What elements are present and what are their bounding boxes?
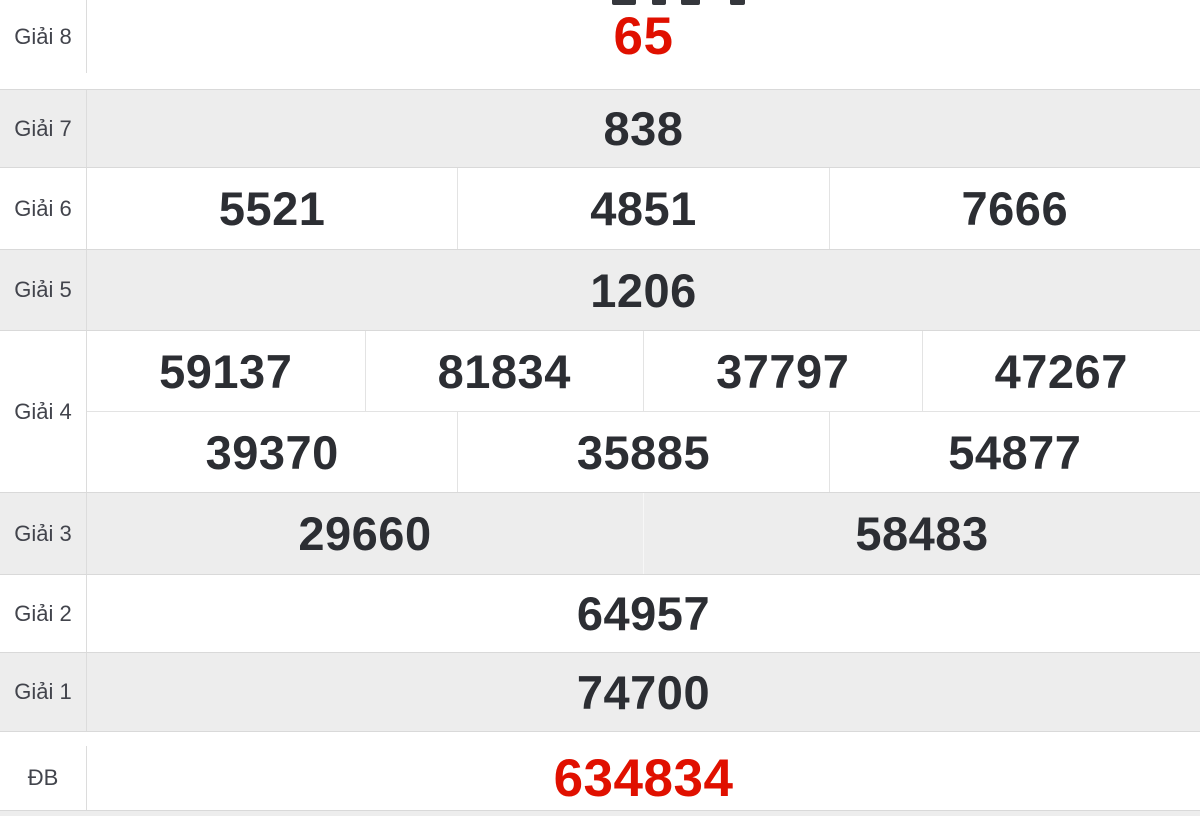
prize-row-giai-8: Giải 8 65 [0,0,1200,90]
prize-value: 58483 [643,493,1200,574]
prize-value: 65 [613,7,674,66]
prize-value: 81834 [364,331,644,411]
prize-label: Giải 4 [0,331,87,492]
prize-label: Giải 1 [0,653,87,731]
prize-value: 59137 [159,344,293,398]
prize-label: Giải 6 [0,168,87,249]
next-row-sliver [0,811,1200,816]
prize-row-giai-6: Giải 6 5521 4851 7666 [0,168,1200,250]
prize-row-giai-3: Giải 3 29660 58483 [0,493,1200,575]
prize-value: 47267 [921,331,1200,411]
prize-label: Giải 7 [0,90,87,167]
prize-row-giai-1: Giải 1 74700 [0,653,1200,732]
prize-value: 35885 [457,412,828,492]
prize-line: 59137 81834 37797 47267 [87,331,1200,411]
prize-row-giai-4: Giải 4 59137 81834 37797 47267 39370 358… [0,331,1200,493]
prize-label: Giải 2 [0,575,87,652]
prize-value: 37797 [643,331,922,411]
prize-value: 1206 [590,263,697,317]
prize-value: 634834 [553,748,734,808]
prize-row-giai-5: Giải 5 1206 [0,250,1200,331]
prize-value: 39370 [205,425,339,479]
prize-value: 54877 [828,412,1200,492]
prize-label: Giải 8 [0,0,87,73]
prize-value: 5521 [218,182,326,235]
prize-value: 74700 [576,665,711,719]
prize-row-dac-biet: ĐB 634834 [0,732,1200,811]
prize-label: Giải 3 [0,493,87,574]
prize-value: 7666 [828,168,1200,249]
prize-label: ĐB [0,746,87,810]
prize-value: 64957 [576,587,711,640]
prize-label: Giải 5 [0,250,87,330]
prize-value: 4851 [457,168,828,249]
prize-row-giai-2: Giải 2 64957 [0,575,1200,653]
prize-value: 838 [603,102,684,155]
prize-value: 29660 [298,507,432,560]
prize-line: 39370 35885 54877 [87,411,1200,492]
prize-row-giai-7: Giải 7 838 [0,90,1200,168]
